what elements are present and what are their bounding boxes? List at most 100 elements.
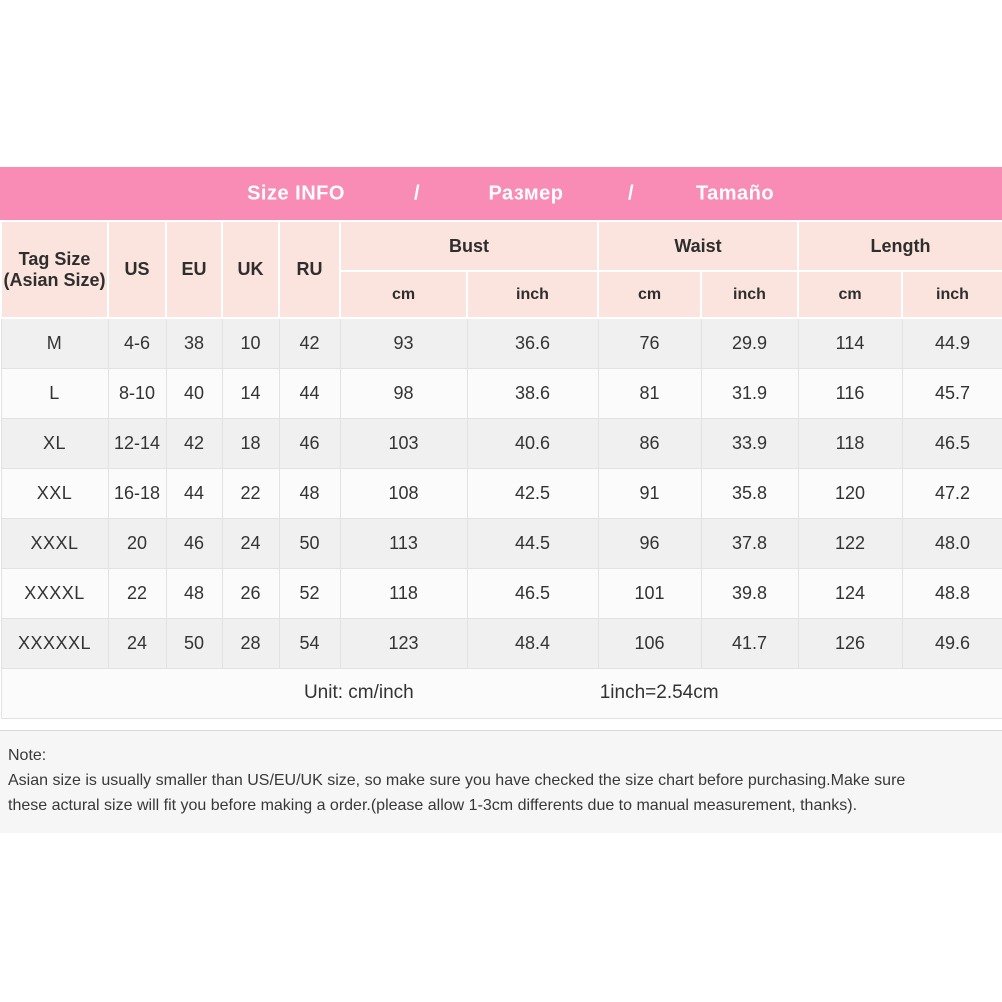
table-row: M 4-6 38 10 42 93 36.6 76 29.9 114 44.9 — [0, 317, 1002, 369]
header-length-inch: inch — [901, 270, 1002, 319]
cell-eu: 42 — [165, 417, 223, 469]
size-table: Tag Size (Asian Size) US EU UK RU Bust W… — [0, 220, 1002, 719]
banner-title-ru: Размер — [488, 182, 564, 204]
cell-tag: L — [0, 367, 109, 419]
cell-waist-inch: 41.7 — [700, 617, 799, 669]
cell-length-cm: 124 — [797, 567, 903, 619]
note-line-2: these actural size will fit you before m… — [8, 797, 858, 814]
cell-waist-cm: 91 — [597, 467, 702, 519]
header-bust-cm: cm — [339, 270, 468, 319]
cell-tag: XXL — [0, 467, 109, 519]
cell-length-inch: 46.5 — [901, 417, 1002, 469]
cell-us: 22 — [107, 567, 167, 619]
cell-length-inch: 44.9 — [901, 317, 1002, 369]
cell-ru: 50 — [278, 517, 341, 569]
cell-us: 4-6 — [107, 317, 167, 369]
table-header: Tag Size (Asian Size) US EU UK RU Bust W… — [0, 220, 1002, 319]
table-row: XXXXXL 24 50 28 54 123 48.4 106 41.7 126 49.6 — [0, 617, 1002, 669]
header-waist-cm: cm — [597, 270, 702, 319]
cell-us: 12-14 — [107, 417, 167, 469]
note-section: Note: Asian size is usually smaller than… — [0, 730, 1002, 833]
cell-tag: XXXXL — [0, 567, 109, 619]
table-body: M 4-6 38 10 42 93 36.6 76 29.9 114 44.9 L 8-10 40 14 44… — [0, 317, 1002, 669]
cell-eu: 44 — [165, 467, 223, 519]
cell-length-cm: 116 — [797, 367, 903, 419]
cell-length-cm: 126 — [797, 617, 903, 669]
cell-bust-cm: 103 — [339, 417, 468, 469]
unit-label: Unit: cm/inch — [303, 682, 414, 703]
cell-ru: 54 — [278, 617, 341, 669]
cell-ru: 44 — [278, 367, 341, 419]
note-line-1: Asian size is usually smaller than US/EU… — [8, 772, 906, 789]
header-ru: RU — [278, 220, 341, 319]
header-eu: EU — [165, 220, 223, 319]
cell-length-inch: 49.6 — [901, 617, 1002, 669]
header-length: Length — [797, 220, 1002, 272]
cell-eu: 50 — [165, 617, 223, 669]
cell-waist-cm: 76 — [597, 317, 702, 369]
cell-bust-inch: 42.5 — [466, 467, 599, 519]
cell-length-cm: 122 — [797, 517, 903, 569]
cell-length-inch: 48.0 — [901, 517, 1002, 569]
cell-uk: 24 — [221, 517, 280, 569]
header-tag-size: Tag Size (Asian Size) — [0, 220, 109, 319]
header-waist: Waist — [597, 220, 799, 272]
cell-waist-inch: 33.9 — [700, 417, 799, 469]
unit-footer-cell: Unit: cm/inch 1inch=2.54cm — [0, 667, 1002, 719]
header-bust-inch: inch — [466, 270, 599, 319]
table-footer: Unit: cm/inch 1inch=2.54cm — [0, 667, 1002, 719]
cell-waist-cm: 106 — [597, 617, 702, 669]
cell-eu: 48 — [165, 567, 223, 619]
cell-length-cm: 120 — [797, 467, 903, 519]
cell-bust-cm: 113 — [339, 517, 468, 569]
cell-uk: 26 — [221, 567, 280, 619]
cell-eu: 38 — [165, 317, 223, 369]
table-row: XXXXL 22 48 26 52 118 46.5 101 39.8 124 48.8 — [0, 567, 1002, 619]
banner-title-en: Size INFO — [247, 182, 345, 204]
cell-bust-cm: 108 — [339, 467, 468, 519]
cell-bust-inch: 46.5 — [466, 567, 599, 619]
table-row: XXL 16-18 44 22 48 108 42.5 91 35.8 120 47.2 — [0, 467, 1002, 519]
cell-bust-cm: 93 — [339, 317, 468, 369]
cell-uk: 14 — [221, 367, 280, 419]
cell-us: 16-18 — [107, 467, 167, 519]
cell-us: 8-10 — [107, 367, 167, 419]
header-tag-size-line2: (Asian Size) — [3, 269, 106, 290]
cell-length-inch: 48.8 — [901, 567, 1002, 619]
cell-waist-inch: 29.9 — [700, 317, 799, 369]
cell-bust-inch: 36.6 — [466, 317, 599, 369]
cell-waist-inch: 39.8 — [700, 567, 799, 619]
cell-length-inch: 45.7 — [901, 367, 1002, 419]
header-tag-size-line1: Tag Size — [18, 248, 91, 269]
header-us: US — [107, 220, 167, 319]
cell-waist-inch: 37.8 — [700, 517, 799, 569]
table-row: XXXL 20 46 24 50 113 44.5 96 37.8 122 48.0 — [0, 517, 1002, 569]
cell-bust-inch: 38.6 — [466, 367, 599, 419]
size-info-banner: Size INFO / Размер / Tamaño — [0, 167, 1002, 220]
table-row: L 8-10 40 14 44 98 38.6 81 31.9 116 45.7 — [0, 367, 1002, 419]
cell-tag: M — [0, 317, 109, 369]
cell-bust-cm: 123 — [339, 617, 468, 669]
conversion-label: 1inch=2.54cm — [599, 682, 719, 703]
cell-uk: 22 — [221, 467, 280, 519]
header-bust: Bust — [339, 220, 599, 272]
cell-waist-cm: 101 — [597, 567, 702, 619]
cell-waist-cm: 81 — [597, 367, 702, 419]
cell-ru: 52 — [278, 567, 341, 619]
cell-bust-cm: 98 — [339, 367, 468, 419]
cell-waist-cm: 96 — [597, 517, 702, 569]
cell-waist-cm: 86 — [597, 417, 702, 469]
cell-bust-inch: 48.4 — [466, 617, 599, 669]
cell-length-inch: 47.2 — [901, 467, 1002, 519]
table-row: XL 12-14 42 18 46 103 40.6 86 33.9 118 46.5 — [0, 417, 1002, 469]
cell-length-cm: 118 — [797, 417, 903, 469]
cell-uk: 28 — [221, 617, 280, 669]
cell-ru: 46 — [278, 417, 341, 469]
cell-tag: XXXXXL — [0, 617, 109, 669]
cell-eu: 40 — [165, 367, 223, 419]
cell-uk: 10 — [221, 317, 280, 369]
header-length-cm: cm — [797, 270, 903, 319]
cell-tag: XXXL — [0, 517, 109, 569]
banner-separator-2: / — [627, 182, 635, 204]
